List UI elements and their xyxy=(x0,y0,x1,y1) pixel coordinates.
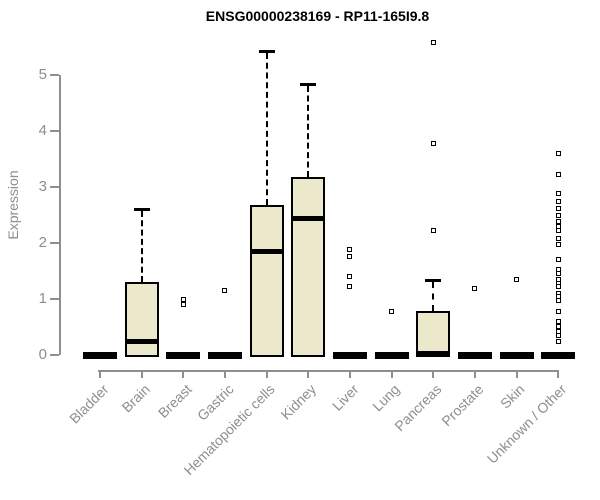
boxplot-brain xyxy=(124,282,159,357)
boxplot-pancreas xyxy=(416,311,451,357)
outlier-point-unknown-other xyxy=(555,333,561,339)
outlier-point-unknown-other xyxy=(555,236,561,242)
outlier-point-prostate xyxy=(472,285,478,291)
x-category-label-text: Brain xyxy=(118,381,153,416)
whisker-pancreas xyxy=(432,282,435,312)
x-category-label-text: Unknown / Other xyxy=(483,381,570,467)
outlier-point-unknown-other xyxy=(555,257,561,263)
outlier-point-unknown-other xyxy=(555,323,561,329)
outlier-point-liver xyxy=(347,253,353,259)
whisker-brain xyxy=(140,211,143,283)
outlier-point-pancreas xyxy=(430,228,436,234)
outlier-point-unknown-other xyxy=(555,205,561,211)
y-tick xyxy=(50,186,59,188)
outlier-point-unknown-other xyxy=(555,270,561,276)
boxplot-lung xyxy=(374,351,409,359)
x-category-label-text: Kidney xyxy=(278,381,320,423)
outlier-point-skin xyxy=(514,277,520,283)
boxplot-breast xyxy=(166,351,201,359)
median-line-pancreas xyxy=(416,351,451,357)
outlier-point-pancreas xyxy=(430,40,436,46)
y-tick-label: 4 xyxy=(38,122,47,139)
median-line-kidney xyxy=(291,215,326,221)
boxplot-kidney xyxy=(291,177,326,357)
x-tick xyxy=(307,370,310,378)
whisker-kidney xyxy=(307,86,310,178)
whisker-cap-pancreas xyxy=(425,279,442,283)
x-tick xyxy=(182,370,185,378)
median-line-brain xyxy=(124,339,159,345)
y-tick xyxy=(50,130,59,132)
outlier-point-unknown-other xyxy=(555,228,561,234)
outlier-point-unknown-other xyxy=(555,338,561,344)
outlier-point-unknown-other xyxy=(555,150,561,156)
x-tick xyxy=(348,370,351,378)
x-axis-line xyxy=(98,370,559,372)
x-tick xyxy=(515,370,518,378)
outlier-point-lung xyxy=(389,309,395,315)
x-category-label-text: Lung xyxy=(369,381,403,415)
boxplot-gastric xyxy=(207,351,242,359)
median-line-hematopoietic-cells xyxy=(249,248,284,254)
x-tick xyxy=(390,370,393,378)
outlier-point-unknown-other xyxy=(555,241,561,247)
y-tick-label: 5 xyxy=(38,66,47,83)
boxplot-liver xyxy=(332,351,367,359)
outlier-point-liver xyxy=(347,284,353,290)
whisker-cap-brain xyxy=(133,208,150,212)
x-tick xyxy=(223,370,226,378)
y-tick-label: 2 xyxy=(38,234,47,251)
outlier-point-breast xyxy=(180,301,186,307)
outlier-point-liver xyxy=(347,274,353,280)
y-tick xyxy=(50,298,59,300)
x-tick xyxy=(473,370,476,378)
whisker-cap-hematopoietic-cells xyxy=(258,49,275,53)
x-tick xyxy=(140,370,143,378)
y-tick-label: 0 xyxy=(38,346,47,363)
outlier-point-unknown-other xyxy=(555,171,561,177)
y-tick xyxy=(50,242,59,244)
x-category-label-text: Skin xyxy=(497,381,528,412)
boxplot-hematopoietic-cells xyxy=(249,205,284,357)
outlier-point-liver xyxy=(347,247,353,253)
outlier-point-unknown-other xyxy=(555,190,561,196)
y-tick xyxy=(50,354,59,356)
x-tick xyxy=(432,370,435,378)
x-tick xyxy=(265,370,268,378)
x-tick xyxy=(99,370,101,378)
outlier-point-unknown-other xyxy=(555,318,561,324)
outlier-point-unknown-other xyxy=(555,297,561,303)
outlier-point-gastric xyxy=(222,288,228,294)
y-tick-label: 3 xyxy=(38,178,47,195)
outlier-point-unknown-other xyxy=(555,212,561,218)
x-category-label-text: Prostate xyxy=(438,381,487,430)
outlier-point-pancreas xyxy=(430,141,436,147)
boxplot-unknown-other xyxy=(541,351,576,359)
outlier-point-unknown-other xyxy=(555,284,561,290)
boxplot-bladder xyxy=(83,351,117,359)
whisker-cap-kidney xyxy=(300,83,317,87)
x-category-label-text: Liver xyxy=(328,381,362,414)
chart-title: ENSG00000238169 - RP11-165I9.8 xyxy=(205,8,430,24)
boxplot-prostate xyxy=(457,351,492,359)
boxplot-skin xyxy=(499,351,534,359)
whisker-hematopoietic-cells xyxy=(265,52,268,206)
y-tick-label: 1 xyxy=(38,290,47,307)
x-tick xyxy=(557,370,560,378)
x-category-label-text: Breast xyxy=(154,381,195,421)
outlier-point-unknown-other xyxy=(555,309,561,315)
outlier-point-unknown-other xyxy=(555,198,561,204)
y-axis-line xyxy=(59,75,61,355)
y-tick xyxy=(50,74,59,76)
x-category-label-text: Bladder xyxy=(65,381,112,427)
